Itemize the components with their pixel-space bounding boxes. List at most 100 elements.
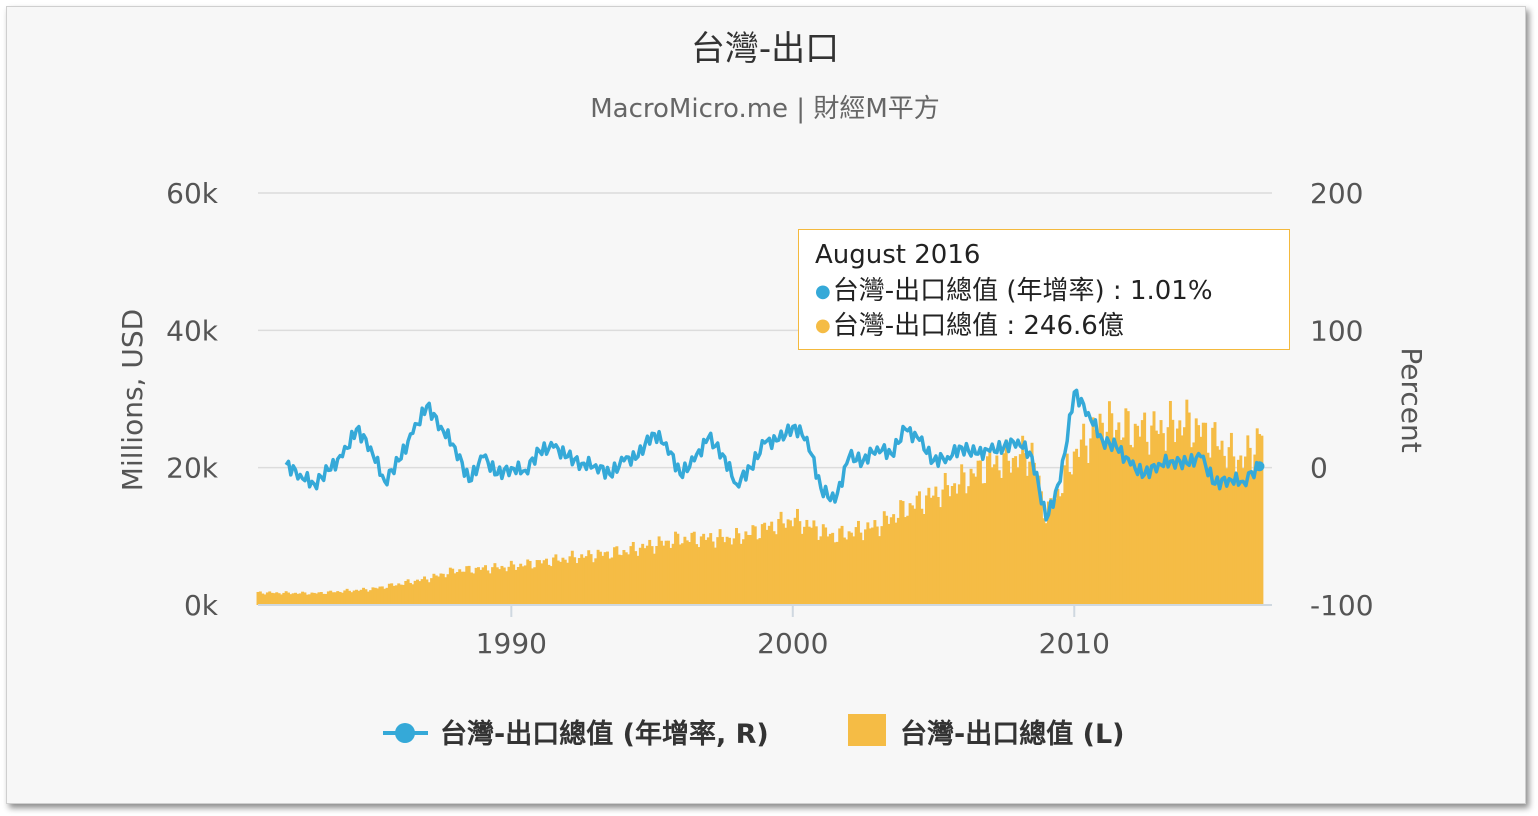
bar xyxy=(1018,454,1022,605)
bar xyxy=(383,588,387,605)
bar xyxy=(875,526,879,605)
bar xyxy=(298,593,302,605)
bar xyxy=(554,554,558,605)
bar xyxy=(336,591,340,605)
bar xyxy=(355,589,358,605)
bar xyxy=(500,565,504,605)
bar xyxy=(955,493,959,605)
bar xyxy=(786,519,790,605)
bar xyxy=(486,570,490,605)
y-right-tick-label: 0 xyxy=(1310,452,1328,485)
bar xyxy=(856,520,860,605)
bar xyxy=(756,539,760,605)
legend-item-bar[interactable]: 台灣-出口總值 (L) xyxy=(900,718,1125,750)
bar xyxy=(1115,429,1118,605)
bar xyxy=(988,451,992,605)
bar xyxy=(1232,456,1236,605)
bar xyxy=(268,591,272,605)
bar xyxy=(727,537,731,605)
bar xyxy=(1075,448,1079,605)
bar xyxy=(331,592,335,605)
bar xyxy=(488,573,492,605)
bar xyxy=(315,593,319,605)
bar xyxy=(960,464,964,605)
bar xyxy=(1000,477,1004,605)
bar xyxy=(939,507,943,605)
bar xyxy=(908,503,912,605)
bar xyxy=(1258,434,1262,605)
bar xyxy=(1011,457,1015,605)
bar xyxy=(917,491,921,605)
bar xyxy=(455,572,459,605)
y-right-tick-label: 100 xyxy=(1310,314,1363,347)
bar xyxy=(1077,456,1081,605)
bar xyxy=(1246,435,1250,605)
bar xyxy=(713,547,717,605)
bar xyxy=(1098,413,1102,605)
bar xyxy=(401,584,405,605)
bar xyxy=(535,560,539,605)
bar xyxy=(1239,455,1243,605)
bar xyxy=(1072,451,1076,605)
legend-item-line[interactable]: 台灣-出口總值 (年增率, R) xyxy=(440,718,769,750)
bar xyxy=(437,576,441,605)
legend-line-marker xyxy=(395,723,415,743)
bar xyxy=(974,476,978,605)
bar xyxy=(1211,427,1215,605)
bar xyxy=(577,557,581,605)
bar xyxy=(343,590,347,605)
bar xyxy=(798,521,802,605)
bar xyxy=(681,543,685,605)
bar xyxy=(287,592,290,605)
bar xyxy=(357,590,361,605)
bar xyxy=(838,528,842,605)
bar xyxy=(1103,448,1107,605)
bar xyxy=(1175,428,1179,605)
bar xyxy=(1180,435,1184,605)
bar xyxy=(512,564,516,605)
bar xyxy=(803,526,806,605)
bar xyxy=(1091,417,1095,605)
bar xyxy=(1056,488,1060,605)
yoy-line-series[interactable] xyxy=(284,388,1261,522)
bar xyxy=(477,567,480,605)
bar xyxy=(631,541,635,605)
bar xyxy=(256,591,260,605)
bar xyxy=(936,496,940,605)
chart-subtitle: MacroMicro.me | 財經M平方 xyxy=(590,94,940,124)
bar xyxy=(723,542,727,605)
bar xyxy=(993,464,996,605)
bar xyxy=(699,536,703,605)
bar xyxy=(1183,427,1186,605)
bar xyxy=(810,527,814,605)
bar xyxy=(946,485,950,605)
bar xyxy=(669,547,673,605)
legend[interactable]: 台灣-出口總值 (年增率, R) 台灣-出口總值 (L) xyxy=(383,714,1125,750)
bar xyxy=(986,456,989,605)
bar xyxy=(439,573,443,605)
bar-series[interactable] xyxy=(256,399,1264,605)
bar xyxy=(627,554,631,605)
bar xyxy=(854,527,858,605)
bar xyxy=(1042,518,1046,605)
bar xyxy=(953,483,957,605)
bar xyxy=(1009,472,1013,605)
bar xyxy=(751,525,755,605)
bar xyxy=(329,590,333,605)
bar xyxy=(864,529,867,605)
bar xyxy=(1096,431,1100,605)
bar xyxy=(537,560,541,605)
bar xyxy=(509,560,513,605)
bar xyxy=(969,468,973,605)
bar xyxy=(643,548,647,605)
bar xyxy=(892,514,896,605)
bar xyxy=(995,455,999,605)
bar xyxy=(688,542,692,605)
bar xyxy=(1227,447,1231,605)
bar xyxy=(364,589,368,605)
bar xyxy=(530,568,534,605)
bar xyxy=(842,537,846,605)
bar xyxy=(408,582,412,605)
bar xyxy=(1157,433,1161,605)
bar xyxy=(901,501,905,605)
